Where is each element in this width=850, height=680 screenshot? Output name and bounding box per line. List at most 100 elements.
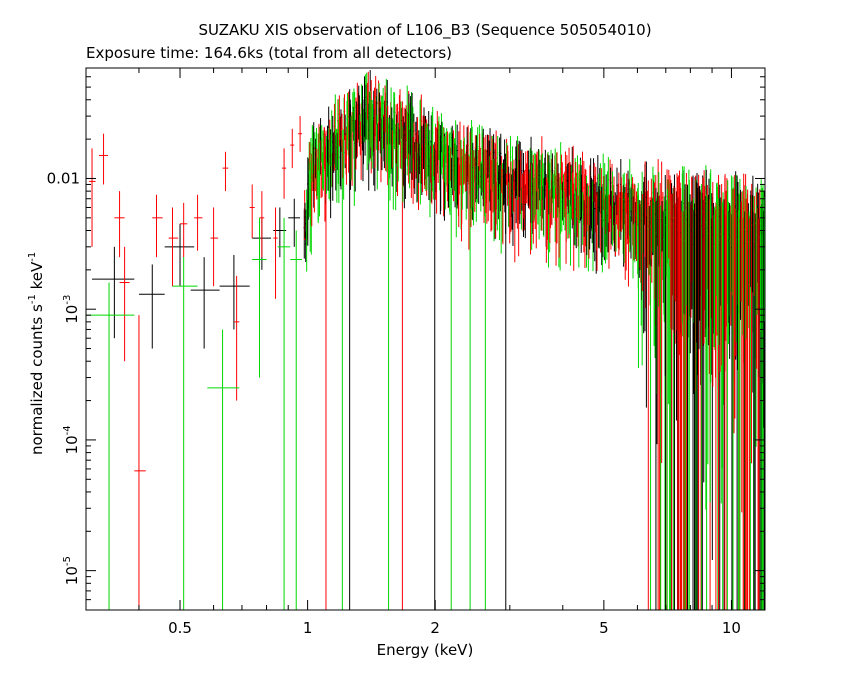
spectrum-bar [426,123,429,159]
data-point-s1-9 [210,207,219,287]
spectrum-bar [408,103,411,189]
x-tick-label: 0.5 [168,619,192,637]
data-point-s0-0 [92,246,135,339]
spectrum-bar [551,153,554,199]
spectrum-bar [634,185,636,223]
spectrum-bar [498,137,501,185]
spectrum-bar [572,145,574,226]
data-point-s1-13 [259,191,265,258]
x-tick-label: 1 [303,619,313,637]
y-tick-label: 10-5 [62,556,81,585]
y-tick-label: 10-3 [62,295,81,324]
spectrum-bar [393,92,396,150]
data-point-s1-4 [134,315,146,610]
spectrum-bar [603,163,606,257]
spectrum-bar [450,157,453,188]
spectrum-bar [487,159,489,222]
data-point-s2-3 [252,217,267,378]
spectrum-bar [363,76,366,137]
spectrum-bar [330,110,333,188]
spectrum-bar [412,136,414,204]
spectrum-bar [428,146,430,201]
spectrum-bar [400,140,403,170]
y-axis-label: normalized counts s-1 keV-1 [27,251,46,455]
data-point-s0-1 [138,264,165,349]
data-point-s1-8 [194,194,203,251]
data-point-s1-0 [89,148,96,247]
spectrum-bar [343,94,346,141]
x-tick-label: 5 [599,619,609,637]
plot-frame [85,67,766,611]
spectrum-bar [681,166,684,337]
spectrum-bar [312,122,315,208]
x-axis-label: Energy (keV) [376,641,474,659]
data-point-s1-14 [273,207,278,299]
spectrum-bar [319,118,322,175]
chart-subtitle: Exposure time: 164.6ks (total from all d… [86,44,453,62]
data-point-s1-5 [152,194,163,258]
spectrum-bar [563,172,566,218]
chart-title: SUZAKU XIS observation of L106_B3 (Seque… [198,21,652,39]
y-tick-label: 10-4 [62,425,81,454]
data-point-s2-0 [86,282,135,610]
data-point-s1-12 [249,184,255,239]
data-point-s1-16 [290,128,295,169]
data-points [86,116,303,610]
spectrum-bar [320,125,323,163]
spectrum-bar [444,143,447,210]
spectrum-bar [351,111,353,186]
data-point-s1-7 [180,202,188,258]
spectrum-bar [541,153,544,199]
spectrum-bar [609,167,612,207]
spectrum-bar [338,95,341,147]
data-point-s2-1 [172,257,198,610]
data-point-s1-6 [168,207,179,287]
data-point-s0-7 [288,198,301,247]
data-point-s0-3 [190,257,220,349]
spectrum-bar [304,202,306,239]
spectrum-bar [467,125,469,182]
spectrum-bar [484,167,487,610]
data-point-s0-2 [164,223,195,287]
spectrum-bar [647,180,650,610]
spectrum-bar [318,123,320,171]
spectrum-bar [568,199,571,235]
data-point-s1-17 [298,116,303,152]
spectrum-bar [450,127,452,610]
spectrum-bar [476,127,479,190]
spectrum-bar [458,131,460,228]
spectrum-bar [544,149,547,186]
spectrum-bar [486,173,488,224]
spectrum-bar [434,141,436,610]
spectrum-bar [475,135,478,200]
spectrum-bar [616,167,618,215]
spectrum-bar [387,126,390,610]
spectrum-bar [496,135,499,181]
spectrum-bar [625,173,628,214]
spectrum-bar [341,129,344,610]
spectrum-bar [392,119,395,210]
spectrum-bar [630,187,632,259]
spectrum-bar [456,124,458,209]
spectrum-bar [556,152,558,244]
spectrum-bar [566,164,569,207]
y-tick-label: 0.01 [47,169,80,187]
data-point-s1-15 [281,148,287,199]
spectrum-bar [644,161,646,258]
data-point-s0-4 [219,254,250,330]
spectrum-bar [431,106,434,192]
data-point-s2-4 [277,217,291,610]
spectrum-bar [709,169,712,383]
spectrum-bar [342,129,345,200]
spectrum-bar [593,162,595,203]
spectrum-bar [629,159,631,253]
data-point-s1-11 [233,275,240,401]
x-tick-label: 10 [722,619,741,637]
spectrum-bar [607,157,610,223]
spectrum-bar [353,91,356,131]
data-point-s2-5 [290,230,303,610]
x-tick-label: 2 [430,619,440,637]
spectrum-bar [567,197,569,239]
data-point-s1-1 [99,133,108,185]
